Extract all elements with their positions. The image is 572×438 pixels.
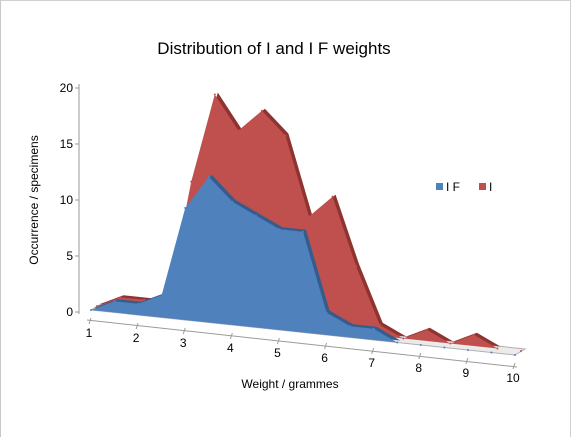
data-point-i-18 xyxy=(520,350,522,352)
data-point-if-3 xyxy=(160,294,163,297)
data-point-if-7 xyxy=(254,214,257,217)
data-point-if-1 xyxy=(113,300,116,303)
y-axis: 0 5 10 15 20 xyxy=(60,81,80,319)
data-point-i-10 xyxy=(331,195,334,198)
legend-label: I F xyxy=(446,180,460,194)
data-point-if-10 xyxy=(325,311,328,314)
data-point-if-11 xyxy=(349,325,352,328)
data-point-i-13 xyxy=(402,337,405,340)
x-axis: 1 2 3 4 5 6 7 8 9 10 xyxy=(86,317,520,385)
x-axis-label: Weight / grammes xyxy=(241,377,338,391)
data-point-i-15 xyxy=(449,342,452,345)
x-axis-line xyxy=(86,319,518,368)
data-point-i-4 xyxy=(190,180,193,183)
y-axis-label: Occurrence / specimens xyxy=(27,135,41,264)
x-tick-label: 1 xyxy=(86,326,93,340)
series-area-if xyxy=(91,176,515,355)
x-tick-mark xyxy=(324,342,328,350)
x-tick-label: 6 xyxy=(321,351,328,365)
data-point-if-18 xyxy=(514,354,516,356)
x-tick-label: 9 xyxy=(463,366,470,380)
x-tick-label: 2 xyxy=(133,331,140,345)
data-point-i-5 xyxy=(213,93,216,96)
data-point-i-2 xyxy=(143,298,146,301)
legend-swatch xyxy=(436,183,443,190)
data-point-i-9 xyxy=(308,215,310,218)
data-point-i-1 xyxy=(119,296,122,299)
data-point-if-5 xyxy=(207,175,210,178)
x-tick-mark xyxy=(512,362,516,370)
x-tick-label: 10 xyxy=(506,371,520,385)
data-point-i-7 xyxy=(260,109,263,112)
data-point-if-8 xyxy=(278,228,281,231)
legend-swatch xyxy=(479,183,486,190)
data-point-i-8 xyxy=(284,134,287,137)
plot-area xyxy=(89,92,527,356)
x-tick-label: 5 xyxy=(274,346,281,360)
x-tick-mark xyxy=(182,327,186,335)
data-point-if-13 xyxy=(396,341,399,344)
data-point-i-16 xyxy=(472,333,475,336)
data-point-i-6 xyxy=(237,129,240,132)
y-tick-label: 5 xyxy=(66,249,73,263)
x-tick-label: 3 xyxy=(180,336,187,350)
x-tick-label: 4 xyxy=(227,341,234,355)
y-tick-label: 0 xyxy=(66,305,73,319)
data-point-if-4 xyxy=(184,207,187,209)
data-point-if-14 xyxy=(419,344,422,346)
x-tick-label: 8 xyxy=(415,361,422,375)
x-tick-mark xyxy=(418,352,422,360)
x-tick-mark xyxy=(229,332,233,340)
data-point-i-17 xyxy=(496,347,499,350)
data-point-i-11 xyxy=(355,265,358,268)
data-point-if-17 xyxy=(490,351,493,354)
y-tick-label: 10 xyxy=(60,193,74,207)
data-point-if-0 xyxy=(90,309,92,311)
x-tick-mark xyxy=(371,347,375,355)
data-point-if-12 xyxy=(372,327,375,330)
x-tick-label: 7 xyxy=(368,356,375,370)
legend-label: I xyxy=(489,180,492,194)
x-tick-mark xyxy=(465,357,469,365)
x-tick-mark xyxy=(135,322,139,330)
data-point-if-9 xyxy=(302,230,304,233)
data-point-i-14 xyxy=(425,328,428,331)
x-tick-mark xyxy=(88,317,92,325)
y-tick-label: 15 xyxy=(60,137,74,151)
chart-title: Distribution of I and I F weights xyxy=(157,39,390,58)
y-tick-label: 20 xyxy=(60,81,74,95)
data-point-if-16 xyxy=(466,349,469,351)
data-point-i-12 xyxy=(378,323,381,326)
x-tick-mark xyxy=(276,337,280,345)
data-point-if-15 xyxy=(443,346,446,349)
data-point-i-0 xyxy=(96,305,98,307)
data-point-if-6 xyxy=(231,200,234,203)
data-point-if-2 xyxy=(137,302,140,305)
